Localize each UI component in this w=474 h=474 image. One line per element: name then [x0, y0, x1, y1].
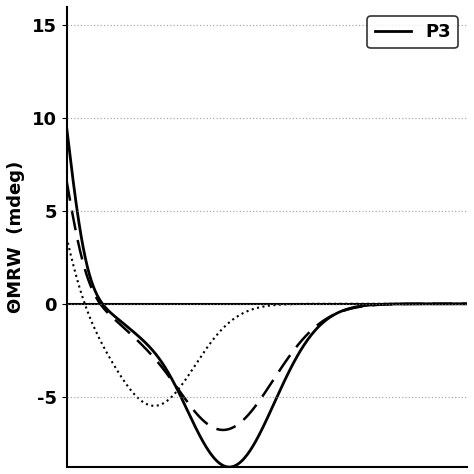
Legend: P3: P3 [367, 16, 458, 48]
Y-axis label: ΘMRW  (mdeg): ΘMRW (mdeg) [7, 161, 25, 313]
